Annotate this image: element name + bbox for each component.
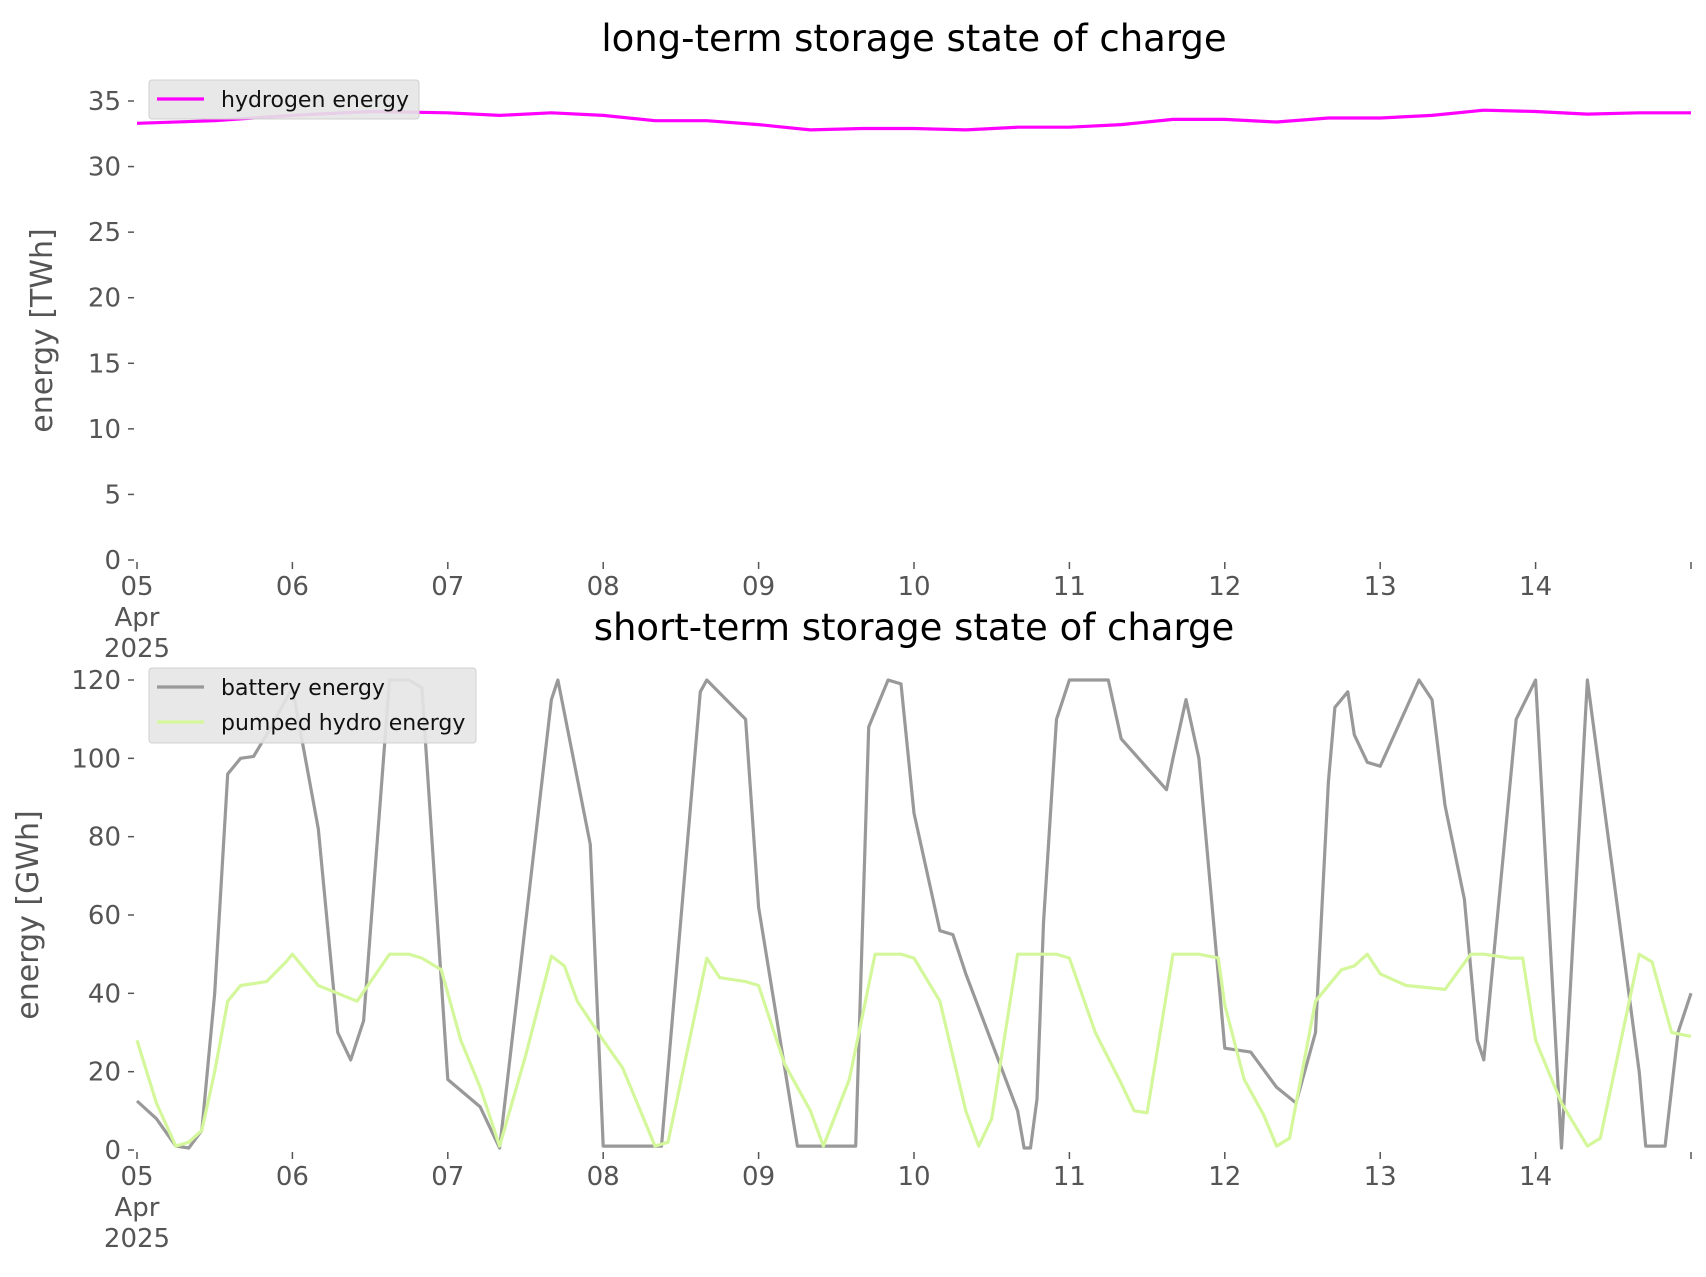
x-tick-label: 13 [1364,572,1397,602]
y-tick-label: 40 [88,979,121,1009]
x-tick-label: 08 [587,1162,620,1192]
chart-title: short-term storage state of charge [594,606,1235,649]
y-tick-label: 15 [88,349,121,379]
x-tick-label: 07 [431,572,464,602]
x-tick-label: 11 [1053,1162,1086,1192]
y-tick-label: 120 [71,666,121,696]
x-tick-label: 14 [1519,572,1552,602]
x-tick-label: 12 [1208,1162,1241,1192]
y-tick-label: 20 [88,1058,121,1088]
y-tick-label: 10 [88,415,121,445]
y-tick-label: 30 [88,153,121,183]
x-tick-label: 08 [587,572,620,602]
legend-label: battery energy [221,676,385,701]
x-tick-label: 11 [1053,572,1086,602]
y-tick-label: 60 [88,901,121,931]
x-tick-label: 13 [1364,1162,1397,1192]
x-tick-label: 09 [742,572,775,602]
x-tick-label: 10 [897,572,930,602]
series-line-pumped-hydro-energy [135,952,1692,1148]
y-tick-label: 0 [104,1136,121,1166]
x-tick-label: 09 [742,1162,775,1192]
series-line-battery-energy [135,678,1693,1150]
y-axis-label: energy [TWh] [25,228,60,432]
legend-label: hydrogen energy [221,88,409,113]
y-axis-label: energy [GWh] [11,810,46,1019]
short-term-storage-panel: short-term storage state of charge energy… [11,606,1693,1254]
x-tick-label: 06 [276,572,309,602]
x-tick-label: 14 [1519,1162,1552,1192]
legend-box [148,79,420,120]
chart-title: long-term storage state of charge [601,17,1226,60]
x-tick-label: 10 [897,1162,930,1192]
y-tick-label: 20 [88,284,121,314]
legend-label: pumped hydro energy [221,711,465,736]
legend: battery energy pumped hydro energy [148,667,477,744]
y-tick-label: 80 [88,823,121,853]
x-tick-label: 06 [276,1162,309,1192]
y-tick-label: 25 [88,218,121,248]
series-line-hydrogen-energy [136,108,1691,132]
x-tick-label: 05 Apr 2025 [104,572,170,664]
x-tick-label: 05 Apr 2025 [104,1162,170,1254]
legend-box [148,667,477,744]
legend: hydrogen energy [148,79,420,120]
y-tick-label: 5 [104,480,121,510]
y-tick-label: 100 [71,744,121,774]
long-term-storage-panel: long-term storage state of charge energy … [25,17,1692,664]
x-tick-label: 07 [431,1162,464,1192]
y-tick-label: 0 [104,546,121,576]
x-tick-label: 12 [1208,572,1241,602]
y-tick-label: 35 [88,87,121,117]
